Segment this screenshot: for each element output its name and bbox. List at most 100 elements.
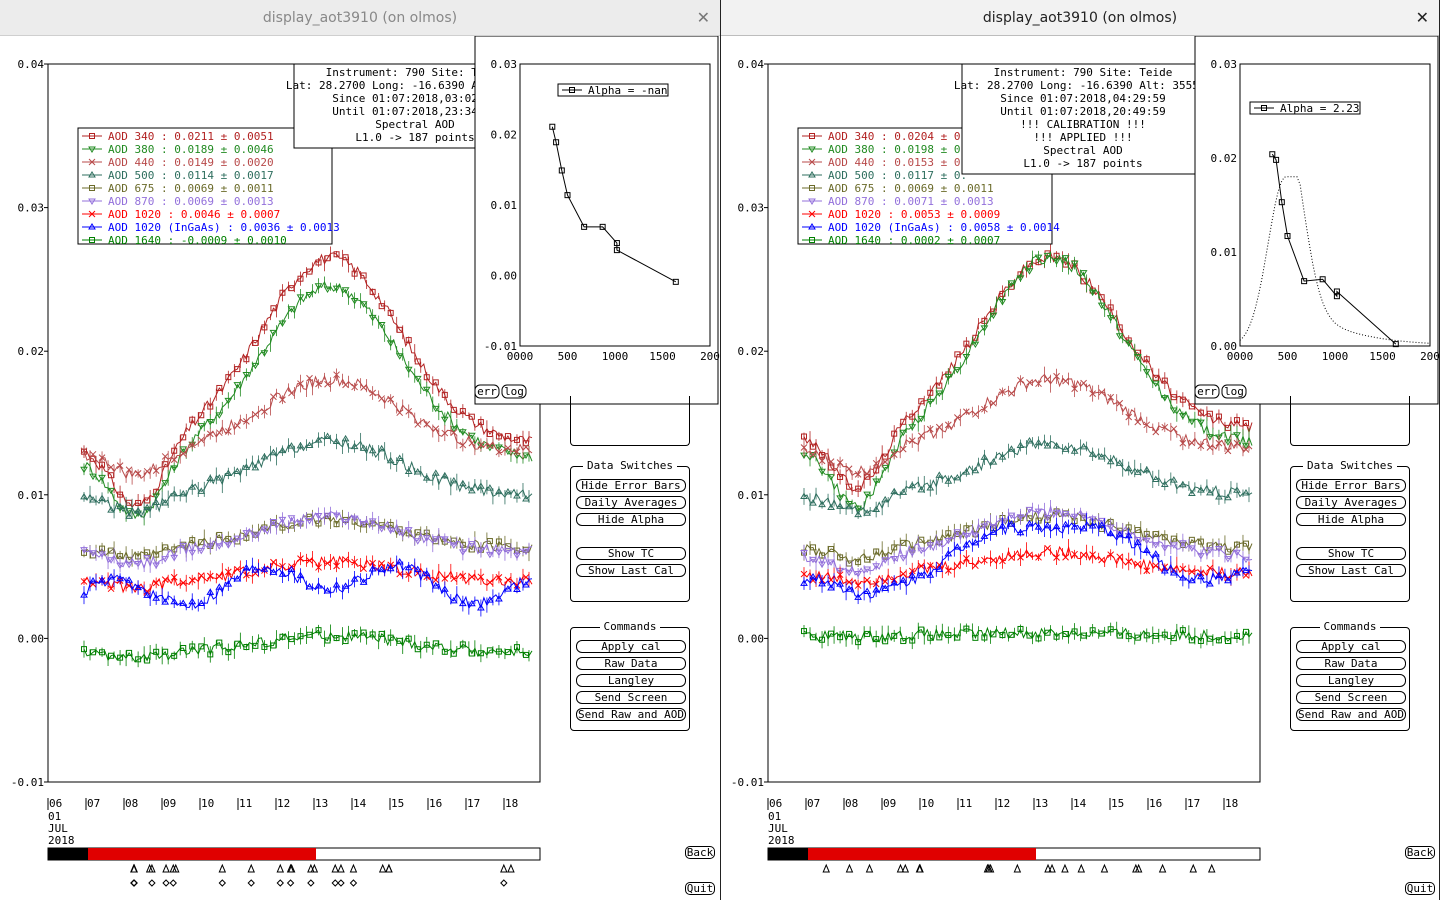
data-point-marker (341, 518, 350, 526)
data-point-marker (467, 599, 476, 607)
data-point-marker (306, 374, 313, 382)
data-point-marker (1116, 632, 1123, 639)
data-point-marker (405, 635, 412, 642)
data-point-marker (143, 591, 152, 598)
titlebar-left[interactable]: display_aot3910 (on olmos) ✕ (0, 0, 720, 36)
data-point-marker (1016, 275, 1025, 282)
data-point-marker (467, 432, 476, 440)
data-point-marker (233, 565, 241, 573)
data-point-marker (450, 406, 457, 413)
langley-button[interactable]: Langley (576, 674, 686, 687)
timeline-red-segment (808, 848, 1036, 860)
data-point-marker (1233, 632, 1240, 639)
data-point-marker (944, 477, 953, 484)
data-point-marker (107, 557, 115, 564)
alpha-x-tick-label: 1000 (1322, 350, 1349, 363)
apply-cal-button[interactable]: Apply cal (1296, 640, 1406, 653)
send-raw-and-aod-button[interactable]: Send Raw and AOD (1296, 708, 1406, 721)
data-point-marker (458, 599, 467, 607)
langley-button[interactable]: Langley (1296, 674, 1406, 687)
data-point-marker (818, 561, 826, 569)
data-point-marker (395, 454, 404, 461)
data-point-marker (134, 470, 142, 477)
hide-alpha-button[interactable]: Hide Alpha (576, 513, 686, 526)
data-point-marker (306, 557, 313, 564)
legend-entry: AOD 440 : 0.0153 ± 0. (828, 156, 967, 169)
alpha-point (1273, 156, 1280, 163)
data-point-marker (206, 572, 214, 580)
show-last-cal-button[interactable]: Show Last Cal (576, 564, 686, 577)
data-point-marker (1215, 546, 1223, 553)
data-point-marker (495, 595, 503, 602)
data-point-marker (917, 562, 925, 570)
data-point-marker (432, 640, 439, 647)
raw-data-button[interactable]: Raw Data (576, 657, 686, 670)
data-point-marker (116, 562, 124, 570)
alpha-x-tick-label: 200 (700, 350, 720, 363)
data-point-marker (1106, 529, 1115, 537)
data-point-marker (251, 362, 260, 370)
daily-averages-button[interactable]: Daily Averages (1296, 496, 1406, 509)
data-point-marker (216, 531, 223, 538)
data-point-marker (1188, 568, 1196, 575)
data-point-marker (1034, 254, 1043, 262)
data-point-marker (171, 447, 178, 454)
hide-error-bars-button[interactable]: Hide Error Bars (576, 479, 686, 492)
hide-error-bars-button[interactable]: Hide Error Bars (1296, 479, 1406, 492)
daily-averages-button[interactable]: Daily Averages (576, 496, 686, 509)
data-point-marker (341, 582, 350, 589)
alpha-point (1319, 276, 1326, 283)
data-point-marker (836, 502, 844, 509)
data-point-marker (215, 474, 224, 481)
timeline-triangle-marker (1061, 863, 1069, 873)
raw-data-button[interactable]: Raw Data (1296, 657, 1406, 670)
data-point-marker (296, 520, 305, 528)
data-point-marker (864, 556, 871, 563)
alpha-y-tick-label: 0.02 (491, 129, 518, 142)
data-point-marker (1151, 475, 1160, 482)
data-point-marker (963, 555, 970, 562)
data-point-marker (1070, 513, 1079, 521)
send-screen-button[interactable]: Send Screen (576, 691, 686, 704)
alpha-y-tick-label: 0.01 (1211, 246, 1238, 259)
send-screen-button[interactable]: Send Screen (1296, 691, 1406, 704)
hide-alpha-button[interactable]: Hide Alpha (1296, 513, 1406, 526)
back-button[interactable]: Back (1405, 846, 1435, 859)
data-point-marker (224, 397, 233, 405)
quit-button[interactable]: Quit (1405, 882, 1435, 895)
data-point-marker (134, 561, 143, 568)
data-point-marker (1071, 385, 1078, 393)
data-point-marker (980, 532, 989, 539)
alpha-y-tick-label: 0.01 (491, 199, 518, 212)
data-point-marker (441, 429, 449, 437)
data-point-marker (296, 294, 305, 301)
data-point-marker (1151, 542, 1160, 549)
data-point-marker (108, 652, 115, 659)
send-raw-and-aod-button[interactable]: Send Raw and AOD (576, 708, 686, 721)
data-point-marker (88, 171, 96, 178)
data-point-marker (1142, 369, 1151, 376)
data-point-marker (1143, 567, 1151, 575)
data-point-marker (1161, 377, 1168, 384)
back-button[interactable]: Back (685, 846, 715, 859)
data-point-marker (88, 146, 96, 153)
data-point-marker (278, 516, 287, 524)
data-point-marker (1242, 420, 1249, 427)
data-point-marker (432, 425, 440, 433)
close-icon[interactable]: ✕ (696, 8, 710, 27)
quit-button[interactable]: Quit (685, 882, 715, 895)
alpha-x-tick-label: 1500 (1369, 350, 1396, 363)
show-last-cal-button[interactable]: Show Last Cal (1296, 564, 1406, 577)
titlebar-right[interactable]: display_aot3910 (on olmos) ✕ (721, 0, 1439, 36)
legend-entry: AOD 1020 (InGaAs) : 0.0036 ± 0.0013 (108, 221, 340, 234)
show-tc-button[interactable]: Show TC (576, 547, 686, 560)
data-point-marker (333, 251, 340, 258)
data-point-marker (432, 576, 440, 584)
close-icon[interactable]: ✕ (1415, 8, 1429, 27)
data-point-marker (233, 422, 241, 429)
data-point-marker (882, 638, 889, 645)
data-point-marker (1197, 419, 1205, 427)
data-point-marker (872, 505, 881, 513)
apply-cal-button[interactable]: Apply cal (576, 640, 686, 653)
show-tc-button[interactable]: Show TC (1296, 547, 1406, 560)
